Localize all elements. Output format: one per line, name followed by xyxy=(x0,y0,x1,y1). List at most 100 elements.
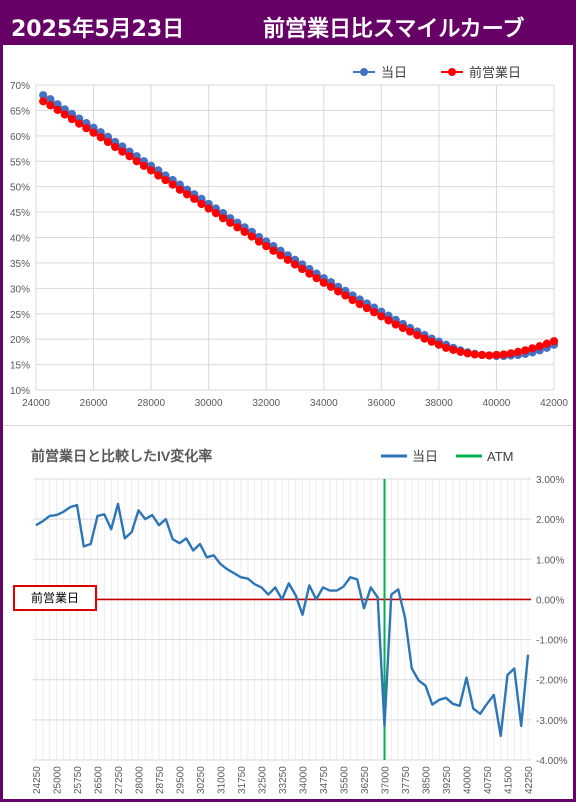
data-point xyxy=(140,162,148,170)
x-tick-label: 32000 xyxy=(252,398,280,409)
data-point xyxy=(241,228,249,236)
legend-marker xyxy=(360,68,368,76)
x-tick-label: 37000 xyxy=(381,766,392,794)
legend-marker xyxy=(448,68,456,76)
data-point xyxy=(83,124,91,132)
data-point xyxy=(478,351,486,359)
x-tick-label: 28000 xyxy=(135,766,146,794)
title-date: 2025年5月23日 xyxy=(11,11,184,43)
title-bar: 2025年5月23日 前営業日比スマイルカーブ xyxy=(3,3,573,45)
y-tick-label: 15% xyxy=(10,361,30,372)
data-point xyxy=(54,106,62,114)
x-tick-label: 40000 xyxy=(463,766,474,794)
data-point xyxy=(190,195,198,203)
data-point xyxy=(277,251,285,259)
x-tick-label: 40000 xyxy=(483,398,511,409)
x-tick-label: 34000 xyxy=(299,766,310,794)
y-tick-label: 60% xyxy=(10,132,30,143)
data-point xyxy=(385,317,393,325)
y-tick-label: 20% xyxy=(10,335,30,346)
x-tick-label: 28000 xyxy=(137,398,165,409)
x-tick-label: 24250 xyxy=(32,766,43,794)
chart-title: 前営業日と比較したIV変化率 xyxy=(31,448,212,464)
data-point xyxy=(313,274,321,282)
y-tick-label: 35% xyxy=(10,259,30,270)
data-point xyxy=(169,181,177,189)
data-point xyxy=(39,97,47,105)
data-point xyxy=(536,342,544,350)
y-tick-label: 30% xyxy=(10,284,30,295)
data-point xyxy=(406,328,414,336)
data-point xyxy=(327,283,335,291)
x-tick-label: 38500 xyxy=(422,766,433,794)
data-point xyxy=(442,344,450,352)
x-tick-label: 31750 xyxy=(237,766,248,794)
data-point xyxy=(219,214,227,222)
x-tick-label: 42000 xyxy=(540,398,568,409)
x-tick-label: 26000 xyxy=(80,398,108,409)
x-tick-label: 42250 xyxy=(524,766,535,794)
y-tick-label: 0.00% xyxy=(536,595,564,606)
data-point xyxy=(68,115,76,123)
data-point xyxy=(61,111,69,119)
data-point xyxy=(298,265,306,273)
data-point xyxy=(205,205,213,213)
data-point xyxy=(334,288,342,296)
x-tick-label: 36250 xyxy=(360,766,371,794)
y-tick-label: -3.00% xyxy=(536,716,568,727)
series-line-previous xyxy=(43,101,554,355)
data-point xyxy=(47,102,55,110)
legend-label: ATM xyxy=(487,449,513,464)
x-tick-label: 27250 xyxy=(114,766,125,794)
y-tick-label: 3.00% xyxy=(536,475,564,486)
data-point xyxy=(104,138,112,146)
data-point xyxy=(212,209,220,217)
x-tick-label: 31000 xyxy=(217,766,228,794)
data-point xyxy=(176,186,184,194)
title-main: 前営業日比スマイルカーブ xyxy=(263,11,524,43)
data-point xyxy=(493,351,501,359)
y-tick-label: 70% xyxy=(10,81,30,92)
data-point xyxy=(97,134,105,142)
x-tick-label: 38000 xyxy=(425,398,453,409)
data-point xyxy=(471,351,479,359)
x-tick-label: 41500 xyxy=(504,766,515,794)
y-tick-label: 45% xyxy=(10,208,30,219)
data-point xyxy=(435,341,443,349)
data-point xyxy=(126,152,134,160)
data-point xyxy=(514,348,522,356)
data-point xyxy=(500,351,508,359)
y-tick-label: -4.00% xyxy=(536,756,568,767)
x-tick-label: 34000 xyxy=(310,398,338,409)
data-point xyxy=(543,340,551,348)
data-point xyxy=(155,172,163,180)
data-point xyxy=(414,331,422,339)
data-point xyxy=(356,300,364,308)
legend-label: 当日 xyxy=(412,449,438,464)
data-point xyxy=(349,296,357,304)
data-point xyxy=(428,338,436,346)
x-tick-label: 25000 xyxy=(53,766,64,794)
data-point xyxy=(262,242,270,250)
y-tick-label: 40% xyxy=(10,234,30,245)
data-point xyxy=(255,238,263,246)
data-point xyxy=(248,233,256,241)
data-point xyxy=(378,312,386,320)
x-tick-label: 39250 xyxy=(442,766,453,794)
y-tick-label: -1.00% xyxy=(536,636,568,647)
data-point xyxy=(399,324,407,332)
data-point xyxy=(291,261,299,269)
data-point xyxy=(162,176,170,184)
x-tick-label: 35500 xyxy=(340,766,351,794)
data-point xyxy=(457,348,465,356)
data-point xyxy=(363,304,371,312)
data-point xyxy=(320,279,328,287)
x-tick-label: 30000 xyxy=(195,398,223,409)
data-point xyxy=(342,292,350,300)
iv-change-chart: -4.00% -3.00% -2.00% -1.00% 0.00% 1.00% 2.00% 3… xyxy=(3,428,573,799)
legend-label: 当日 xyxy=(381,65,407,80)
data-point xyxy=(370,308,378,316)
data-point xyxy=(464,350,472,358)
data-point xyxy=(198,200,206,208)
